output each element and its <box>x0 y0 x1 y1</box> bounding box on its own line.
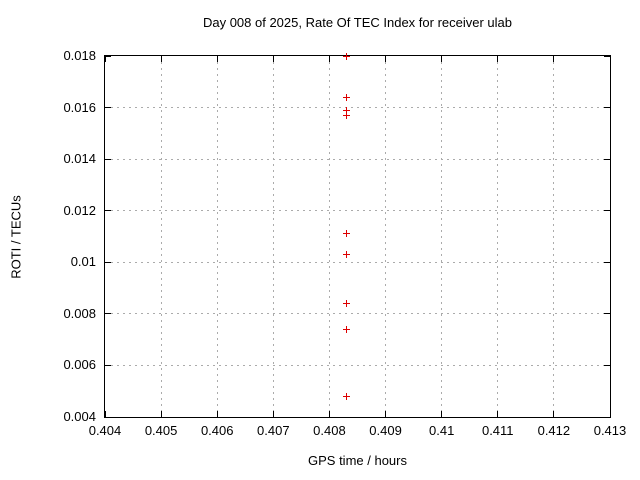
x-tick-label: 0.404 <box>88 423 122 438</box>
x-tick-label: 0.411 <box>481 423 514 438</box>
grid-line-horizontal <box>105 313 610 315</box>
plot-area <box>104 52 611 418</box>
x-tick-mark <box>160 56 162 62</box>
x-tick-mark <box>104 56 106 62</box>
x-tick-label: 0.412 <box>537 423 571 438</box>
x-tick-label: 0.41 <box>429 423 455 438</box>
grid-line-horizontal <box>105 210 610 212</box>
y-tick-mark <box>105 107 111 109</box>
x-tick-label: 0.409 <box>369 423 402 438</box>
x-tick-mark <box>216 411 218 417</box>
x-tick-mark <box>441 411 443 417</box>
y-axis-label: ROTI / TECUs <box>8 195 24 279</box>
y-tick-mark <box>604 416 610 418</box>
y-tick-mark <box>604 313 610 315</box>
x-tick-mark <box>104 411 106 417</box>
x-tick-label: 0.408 <box>313 423 346 438</box>
x-tick-mark <box>553 56 555 62</box>
data-point-marker <box>342 106 350 114</box>
grid-line-horizontal <box>105 158 610 160</box>
y-tick-mark <box>105 55 111 57</box>
x-tick-mark <box>497 411 499 417</box>
data-point-marker <box>342 111 350 119</box>
y-tick-mark <box>604 364 610 366</box>
data-point-marker <box>342 93 350 101</box>
chart-title: Day 008 of 2025, Rate Of TEC Index for r… <box>202 15 513 30</box>
grid-line-vertical <box>216 56 218 417</box>
grid-line-horizontal <box>105 107 610 109</box>
y-tick-mark <box>105 313 111 315</box>
grid-line-vertical <box>497 56 499 417</box>
x-tick-label: 0.413 <box>593 423 627 438</box>
data-point-marker <box>342 300 350 308</box>
y-tick-mark <box>604 210 610 212</box>
x-tick-mark <box>328 56 330 62</box>
x-tick-label: 0.406 <box>200 423 234 438</box>
data-point-marker <box>342 251 350 259</box>
x-tick-mark <box>160 411 162 417</box>
y-tick-label: 0.004 <box>63 409 96 424</box>
grid-line-vertical <box>441 56 443 417</box>
x-tick-mark <box>216 56 218 62</box>
data-point-marker <box>342 392 350 400</box>
x-tick-mark <box>441 56 443 62</box>
x-tick-mark <box>328 411 330 417</box>
x-tick-mark <box>609 411 611 417</box>
x-tick-label: 0.407 <box>257 423 290 438</box>
x-tick-mark <box>385 411 387 417</box>
y-tick-mark <box>604 261 610 263</box>
x-tick-mark <box>609 56 611 62</box>
y-tick-mark <box>105 210 111 212</box>
x-tick-mark <box>553 411 555 417</box>
data-point-marker <box>342 52 350 60</box>
grid-line-vertical <box>385 56 387 417</box>
y-tick-mark <box>105 158 111 160</box>
x-tick-label: 0.405 <box>144 423 178 438</box>
x-tick-mark <box>272 411 274 417</box>
x-tick-mark <box>497 56 499 62</box>
grid-line-horizontal <box>105 364 610 366</box>
x-tick-mark <box>272 56 274 62</box>
x-tick-mark <box>385 56 387 62</box>
grid-line-vertical <box>553 56 555 417</box>
y-tick-label: 0.014 <box>63 151 96 167</box>
y-tick-mark <box>604 55 610 57</box>
y-tick-mark <box>105 364 111 366</box>
y-tick-label: 0.008 <box>63 305 96 321</box>
y-tick-label: 0.016 <box>63 99 96 115</box>
y-tick-mark <box>105 261 111 263</box>
y-tick-mark <box>105 416 111 418</box>
data-point-marker <box>342 325 350 333</box>
data-point-marker <box>342 230 350 238</box>
grid-line-vertical <box>328 56 330 417</box>
y-tick-mark <box>604 107 610 109</box>
y-tick-label: 0.006 <box>63 357 96 373</box>
x-axis-label: GPS time / hours <box>308 453 407 468</box>
grid-line-horizontal <box>105 261 610 263</box>
grid-line-vertical <box>272 56 274 417</box>
y-tick-mark <box>604 158 610 160</box>
grid-line-vertical <box>160 56 162 417</box>
y-tick-label: 0.018 <box>63 48 96 63</box>
